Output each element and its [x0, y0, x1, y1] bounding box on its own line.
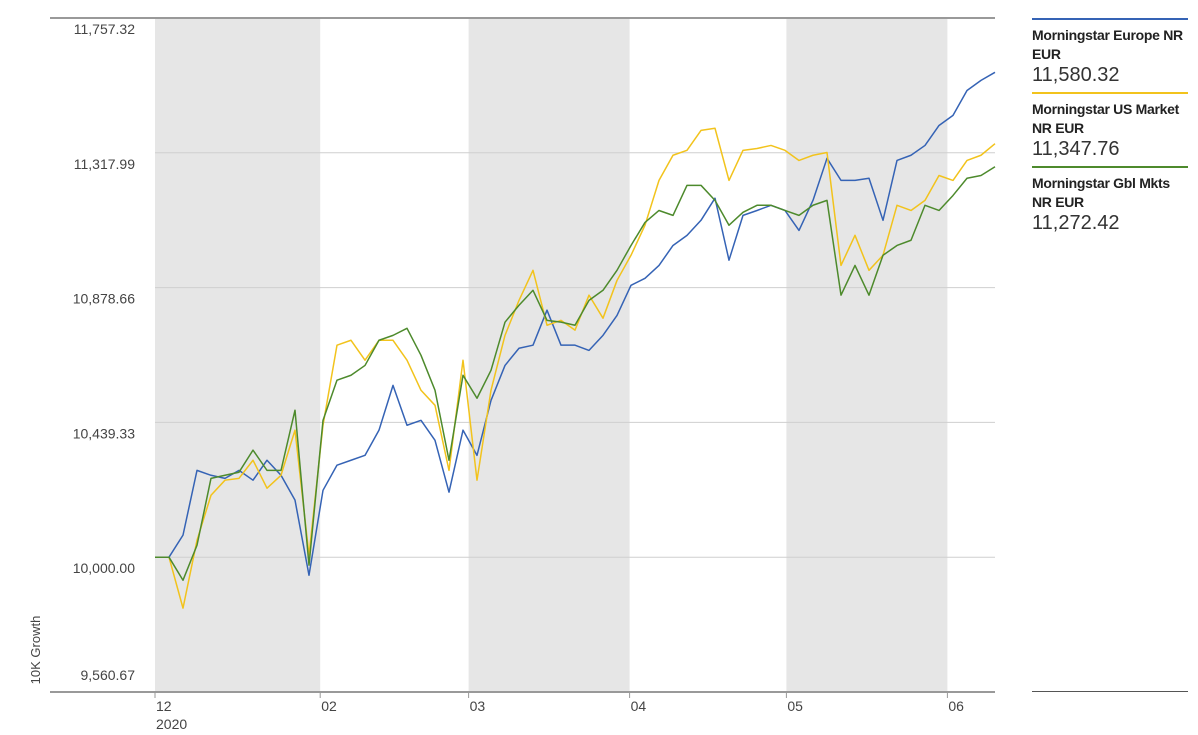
- legend-label: Morningstar Gbl Mkts NR EUR: [1032, 175, 1170, 210]
- x-tick-label: 03: [470, 698, 486, 714]
- shade-band: [468, 18, 630, 692]
- series-line: [155, 71, 996, 577]
- legend-entry: Morningstar Gbl Mkts NR EUR 11,272.42: [1032, 166, 1188, 234]
- x-tick-label: 04: [631, 698, 647, 714]
- x-tick-label: 06: [948, 698, 964, 714]
- series-line: [155, 166, 996, 581]
- legend-value: 11,580.32: [1032, 64, 1120, 86]
- legend-value: 11,272.42: [1032, 212, 1120, 234]
- legend-bottom-rule: [1032, 691, 1188, 692]
- x-tick-label: 12: [156, 698, 172, 714]
- x-tick-label: 02: [321, 698, 337, 714]
- shade-band: [155, 18, 321, 692]
- legend-label: Morningstar US Market NR EUR: [1032, 101, 1179, 136]
- legend-entry: Morningstar Europe NR EUR 11,580.32: [1032, 18, 1188, 86]
- y-tick-label: 9,560.67: [81, 667, 136, 683]
- legend-entry: Morningstar US Market NR EUR 11,347.76: [1032, 92, 1188, 160]
- y-tick-label: 10,439.33: [73, 425, 135, 441]
- legend-value: 11,347.76: [1032, 138, 1120, 160]
- x-tick-label: 05: [787, 698, 803, 714]
- y-axis-label: 10K Growth: [28, 616, 43, 685]
- y-tick-label: 11,757.32: [74, 21, 135, 37]
- x-year-label: 2020: [156, 716, 187, 732]
- shade-band: [786, 18, 948, 692]
- y-tick-label: 10,000.00: [73, 560, 135, 576]
- y-tick-label: 11,317.99: [74, 156, 135, 172]
- y-tick-label: 10,878.66: [73, 291, 135, 307]
- series-line: [155, 127, 996, 609]
- legend-label: Morningstar Europe NR EUR: [1032, 27, 1183, 62]
